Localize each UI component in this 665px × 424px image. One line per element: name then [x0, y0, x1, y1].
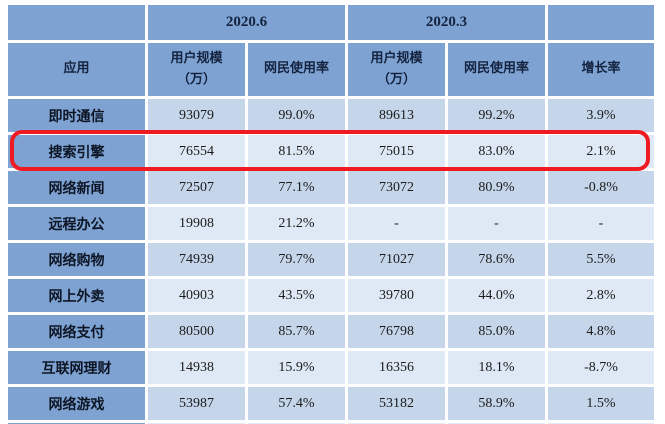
rate-2020-3-value: 18.1% [448, 351, 545, 384]
growth-value: -8.7% [548, 351, 654, 384]
rate-2020-6-value: 99.0% [248, 99, 345, 132]
growth-value: 4.8% [548, 315, 654, 348]
growth-value: 1.5% [548, 387, 654, 420]
users-2020-3-value: 75015 [348, 135, 445, 168]
table-row-online-shopping: 网络购物 74939 79.7% 71027 78.6% 5.5% [8, 243, 654, 276]
growth-value: -0.8% [548, 171, 654, 204]
column-header-users-2020-3: 用户规模 （万） [348, 43, 445, 96]
growth-value: 3.9% [548, 99, 654, 132]
users-2020-6-value: 19908 [148, 207, 245, 240]
users-2020-6-value: 72507 [148, 171, 245, 204]
period-2020-3-header: 2020.3 [348, 5, 545, 40]
period-header-row: 2020.6 2020.3 [8, 5, 654, 40]
users-2020-6-value: 14938 [148, 351, 245, 384]
users-2020-6-value: 76554 [148, 135, 245, 168]
column-header-users-2020-6: 用户规模 （万） [148, 43, 245, 96]
rate-2020-3-value: 85.0% [448, 315, 545, 348]
rate-2020-6-value: 85.7% [248, 315, 345, 348]
users-2020-3-value: 39780 [348, 279, 445, 312]
growth-value: 5.5% [548, 243, 654, 276]
users-2020-6-value: 93079 [148, 99, 245, 132]
table-row-online-payment: 网络支付 80500 85.7% 76798 85.0% 4.8% [8, 315, 654, 348]
column-header-rate-2020-3: 网民使用率 [448, 43, 545, 96]
users-2020-3-value: 89613 [348, 99, 445, 132]
row-label: 网络新闻 [8, 171, 145, 204]
internet-usage-table: 2020.6 2020.3 应用 用户规模 （万） 网民使用率 用户规模 （万） 网… [5, 2, 657, 424]
rate-2020-6-value: 21.2% [248, 207, 345, 240]
table-row-online-news: 网络新闻 72507 77.1% 73072 80.9% -0.8% [8, 171, 654, 204]
row-label: 网上外卖 [8, 279, 145, 312]
row-label: 远程办公 [8, 207, 145, 240]
users-2020-6-value: 40903 [148, 279, 245, 312]
rate-2020-3-value: 44.0% [448, 279, 545, 312]
header-line1: 用户规模 [170, 51, 223, 67]
rate-2020-3-value: 78.6% [448, 243, 545, 276]
growth-value: - [548, 207, 654, 240]
users-2020-3-value: 16356 [348, 351, 445, 384]
table-row-online-games: 网络游戏 53987 57.4% 53182 58.9% 1.5% [8, 387, 654, 420]
rate-2020-3-value: 80.9% [448, 171, 545, 204]
growth-value: 2.1% [548, 135, 654, 168]
users-2020-3-value: 76798 [348, 315, 445, 348]
corner-blank-cell [8, 5, 145, 40]
period-2020-6-header: 2020.6 [148, 5, 345, 40]
header-line2: （万） [176, 71, 216, 87]
users-2020-6-value: 80500 [148, 315, 245, 348]
header-line1: 用户规模 [370, 51, 423, 67]
rate-2020-6-value: 81.5% [248, 135, 345, 168]
users-2020-6-value: 74939 [148, 243, 245, 276]
users-2020-3-value: 71027 [348, 243, 445, 276]
rate-2020-3-value: 58.9% [448, 387, 545, 420]
table-row-online-takeout: 网上外卖 40903 43.5% 39780 44.0% 2.8% [8, 279, 654, 312]
users-2020-3-value: 53182 [348, 387, 445, 420]
rate-2020-3-value: 99.2% [448, 99, 545, 132]
row-label: 网络游戏 [8, 387, 145, 420]
rate-2020-6-value: 79.7% [248, 243, 345, 276]
growth-value: 2.8% [548, 279, 654, 312]
rate-2020-3-value: - [448, 207, 545, 240]
row-label: 即时通信 [8, 99, 145, 132]
row-label: 搜索引擎 [8, 135, 145, 168]
users-2020-6-value: 53987 [148, 387, 245, 420]
table-row-instant-messaging: 即时通信 93079 99.0% 89613 99.2% 3.9% [8, 99, 654, 132]
header-line2: （万） [376, 71, 416, 87]
table-row-internet-finance: 互联网理财 14938 15.9% 16356 18.1% -8.7% [8, 351, 654, 384]
column-header-growth: 增长率 [548, 43, 654, 96]
column-header-app: 应用 [8, 43, 145, 96]
row-label: 互联网理财 [8, 351, 145, 384]
column-header-rate-2020-6: 网民使用率 [248, 43, 345, 96]
row-label: 网络支付 [8, 315, 145, 348]
rate-2020-6-value: 15.9% [248, 351, 345, 384]
rate-2020-6-value: 43.5% [248, 279, 345, 312]
column-header-row: 应用 用户规模 （万） 网民使用率 用户规模 （万） 网民使用率 增长率 [8, 43, 654, 96]
table-row-search-engine-highlighted: 搜索引擎 76554 81.5% 75015 83.0% 2.1% [8, 135, 654, 168]
users-2020-3-value: 73072 [348, 171, 445, 204]
rate-2020-3-value: 83.0% [448, 135, 545, 168]
table-row-remote-work: 远程办公 19908 21.2% - - - [8, 207, 654, 240]
users-2020-3-value: - [348, 207, 445, 240]
rate-2020-6-value: 77.1% [248, 171, 345, 204]
row-label: 网络购物 [8, 243, 145, 276]
growth-blank-cell [548, 5, 654, 40]
rate-2020-6-value: 57.4% [248, 387, 345, 420]
